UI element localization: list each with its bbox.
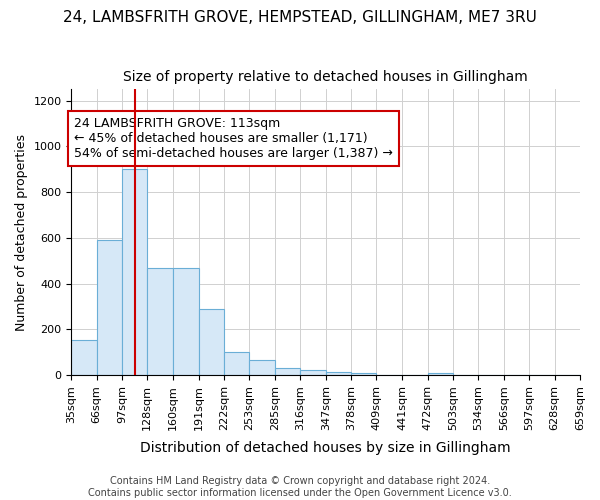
- Bar: [326, 372, 351, 375]
- Bar: [428, 373, 453, 375]
- Bar: [351, 373, 376, 375]
- Title: Size of property relative to detached houses in Gillingham: Size of property relative to detached ho…: [124, 70, 528, 84]
- Bar: [275, 368, 301, 375]
- Bar: [224, 352, 249, 375]
- Y-axis label: Number of detached properties: Number of detached properties: [15, 134, 28, 330]
- Bar: [173, 268, 199, 375]
- Bar: [122, 170, 147, 375]
- Text: Contains HM Land Registry data © Crown copyright and database right 2024.
Contai: Contains HM Land Registry data © Crown c…: [88, 476, 512, 498]
- Bar: [199, 309, 224, 375]
- Bar: [249, 360, 275, 375]
- Text: 24, LAMBSFRITH GROVE, HEMPSTEAD, GILLINGHAM, ME7 3RU: 24, LAMBSFRITH GROVE, HEMPSTEAD, GILLING…: [63, 10, 537, 25]
- Bar: [97, 240, 122, 375]
- X-axis label: Distribution of detached houses by size in Gillingham: Distribution of detached houses by size …: [140, 441, 511, 455]
- Text: 24 LAMBSFRITH GROVE: 113sqm
← 45% of detached houses are smaller (1,171)
54% of : 24 LAMBSFRITH GROVE: 113sqm ← 45% of det…: [74, 117, 393, 160]
- Bar: [71, 340, 97, 375]
- Bar: [301, 370, 326, 375]
- Bar: [147, 268, 173, 375]
